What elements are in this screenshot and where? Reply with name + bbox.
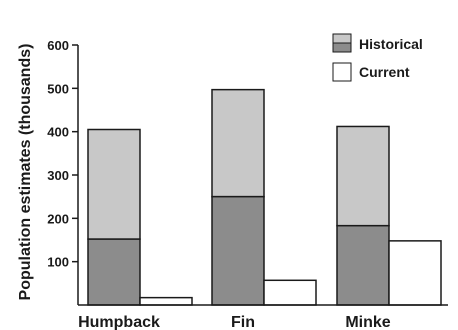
- y-axis-label: Population estimates (thousands): [17, 44, 34, 301]
- legend-label-current: Current: [359, 64, 410, 80]
- y-tick-label: 400: [47, 125, 69, 140]
- bar-current: [139, 296, 193, 306]
- bars: [87, 88, 442, 306]
- bar-historical-lower: [336, 224, 390, 306]
- legend: Historical Current: [332, 33, 423, 82]
- legend-label-historical: Historical: [359, 36, 423, 52]
- y-tick-label: 300: [47, 168, 69, 183]
- bar-historical-lower: [211, 195, 265, 306]
- bar-historical-upper: [336, 125, 390, 227]
- category-label: Minke: [345, 314, 390, 330]
- category-labels: Humpback Fin Minke: [78, 314, 391, 330]
- bar-historical-upper: [87, 128, 141, 240]
- y-axis-ticks: 100 200 300 400 500 600: [47, 38, 78, 270]
- legend-swatch-current: [332, 62, 352, 82]
- legend-swatch-historical: [332, 33, 352, 44]
- legend-swatch-historical-lower: [332, 42, 352, 53]
- bar-historical-lower: [87, 238, 141, 306]
- bar-historical-upper: [211, 88, 265, 198]
- y-tick-label: 200: [47, 211, 69, 226]
- y-tick-label: 500: [47, 81, 69, 96]
- category-label: Fin: [231, 314, 255, 330]
- bar-current: [388, 240, 442, 306]
- y-tick-label: 100: [47, 255, 69, 270]
- category-label: Humpback: [78, 314, 160, 330]
- bar-current: [263, 279, 317, 306]
- y-tick-label: 600: [47, 38, 69, 53]
